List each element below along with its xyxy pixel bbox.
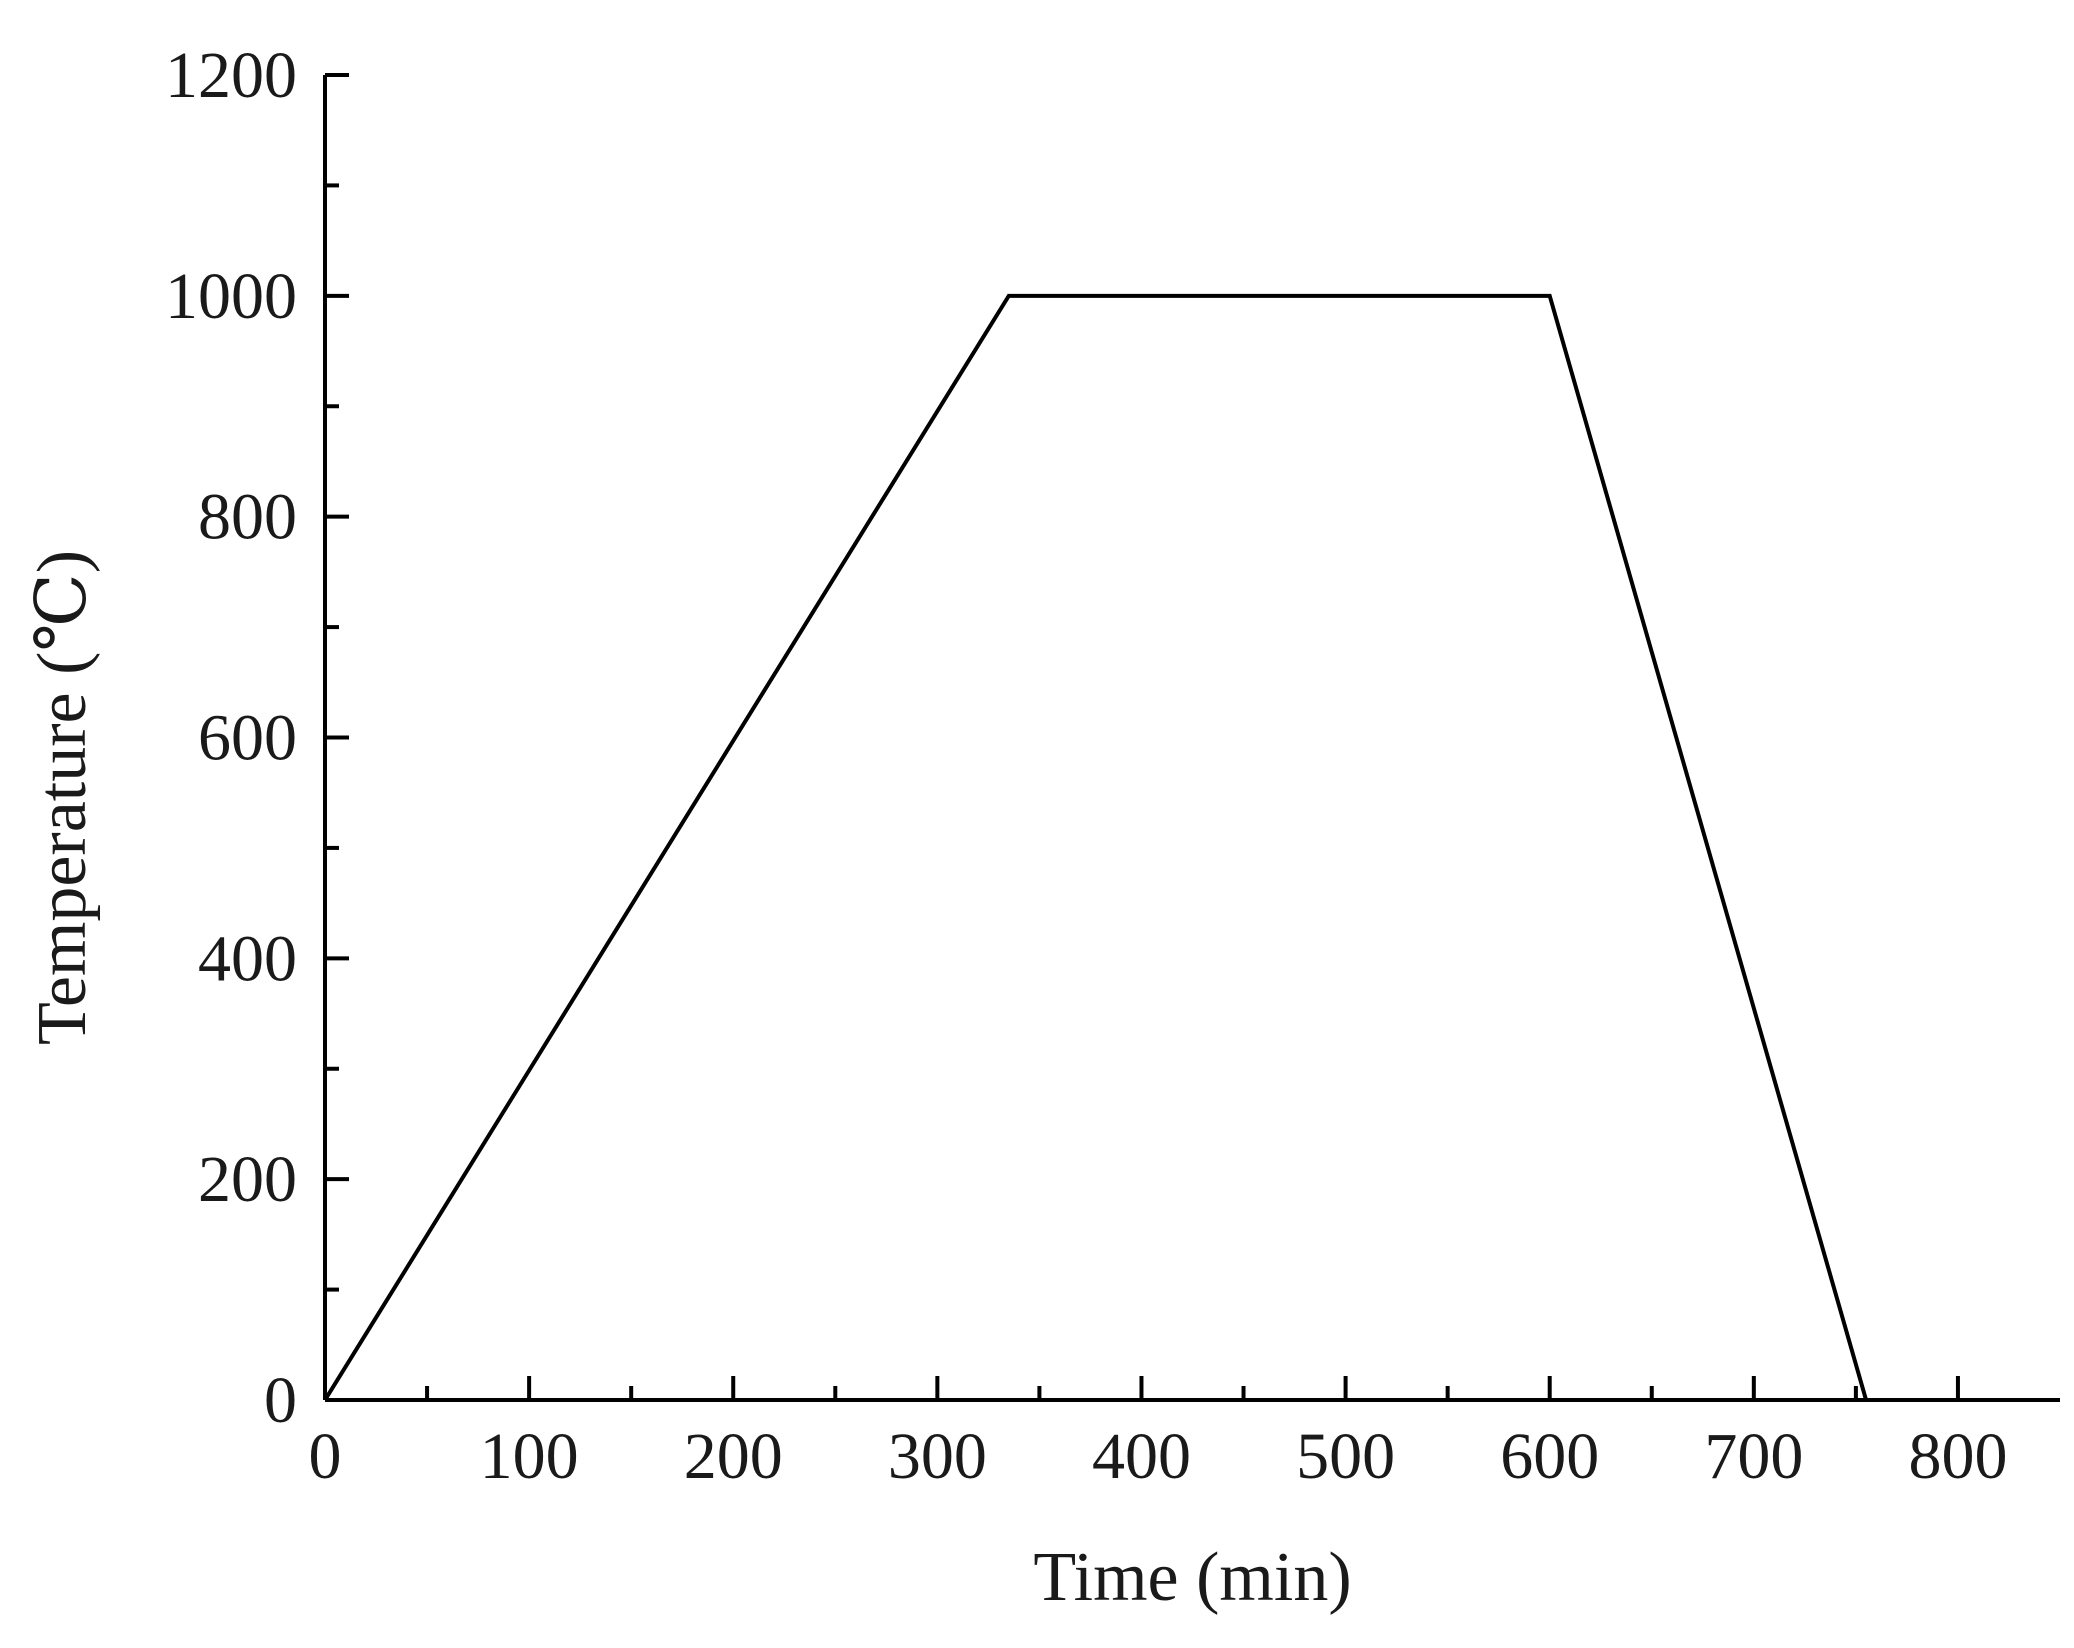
series-line-0 [323, 293, 1869, 1402]
y-tick-label-0: 0 [264, 1364, 297, 1437]
x-tick-label-100: 100 [480, 1420, 579, 1493]
x-tick-label-800: 800 [1908, 1420, 2007, 1493]
y-tick-label-600: 600 [198, 702, 297, 775]
x-tick-label-0: 0 [309, 1420, 342, 1493]
axes [323, 75, 2060, 1402]
x-tick-label-300: 300 [888, 1420, 987, 1493]
x-tick-label-500: 500 [1296, 1420, 1395, 1493]
x-tick-label-600: 600 [1500, 1420, 1599, 1493]
x-tick-label-400: 400 [1092, 1420, 1191, 1493]
y-axis-title: Temperature (℃) [24, 550, 101, 1045]
x-tick-label-200: 200 [684, 1420, 783, 1493]
y-tick-label-200: 200 [198, 1143, 297, 1216]
axis-ticks: 0 100 200 300 400 500 600 700 800 0 200 400 600 800 10… [165, 39, 2007, 1493]
series-layer [323, 293, 1869, 1402]
y-tick-label-1000: 1000 [165, 260, 297, 333]
y-tick-label-1200: 1200 [165, 39, 297, 112]
y-tick-label-400: 400 [198, 922, 297, 995]
y-tick-label-800: 800 [198, 481, 297, 554]
x-tick-label-700: 700 [1704, 1420, 1803, 1493]
x-axis-title: Time (min) [1033, 1539, 1351, 1616]
